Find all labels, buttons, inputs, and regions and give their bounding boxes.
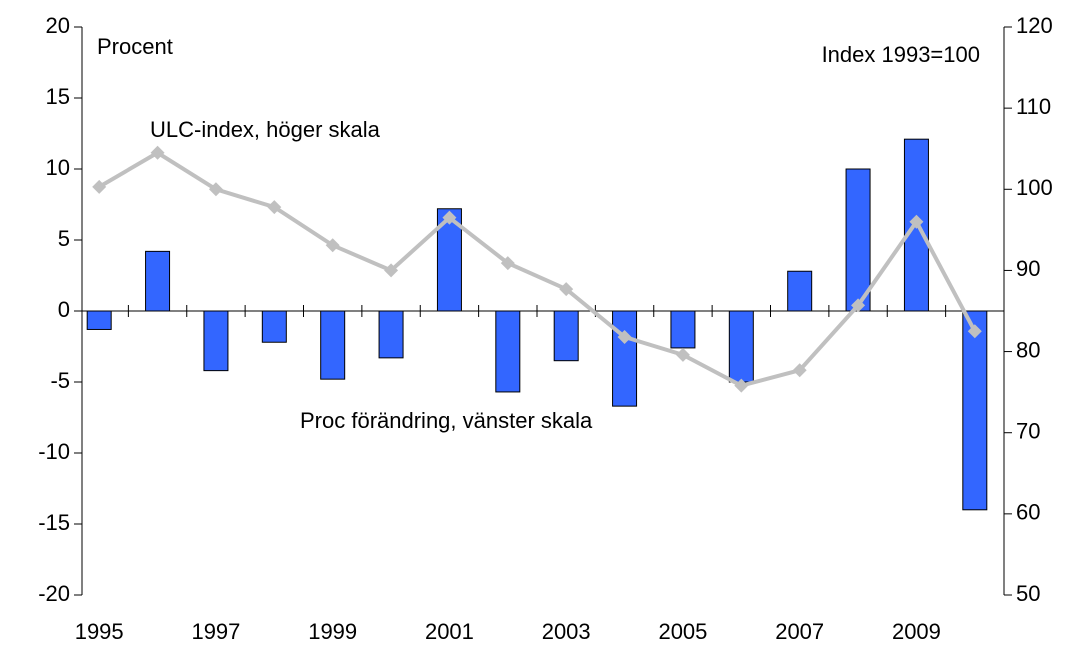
x-tick-label: 2009 <box>892 619 941 644</box>
annotation: Proc förändring, vänster skala <box>300 408 593 433</box>
y-tick-label: -10 <box>38 439 70 464</box>
x-tick-label: 1999 <box>308 619 357 644</box>
y-tick-label: -5 <box>50 368 70 393</box>
y2-tick-label: 80 <box>1016 337 1040 362</box>
y-tick-label: 10 <box>46 155 70 180</box>
marker <box>792 363 807 378</box>
y2-tick-label: 70 <box>1016 419 1040 444</box>
bar <box>495 310 521 393</box>
bar <box>320 310 346 380</box>
marker <box>150 145 165 160</box>
marker <box>559 282 574 297</box>
marker <box>92 179 107 194</box>
y-tick-label: 0 <box>58 297 70 322</box>
x-tick-label: 1995 <box>75 619 124 644</box>
annotation: Procent <box>97 34 173 59</box>
x-tick-label: 2001 <box>425 619 474 644</box>
x-tick-label: 2007 <box>775 619 824 644</box>
y-tick-label: 5 <box>58 226 70 251</box>
y-tick-label: 20 <box>46 13 70 38</box>
y2-tick-label: 60 <box>1016 500 1040 525</box>
bar <box>728 310 754 383</box>
y2-tick-label: 90 <box>1016 256 1040 281</box>
y-tick-label: -15 <box>38 510 70 535</box>
x-tick-label: 1997 <box>191 619 240 644</box>
marker <box>675 347 690 362</box>
marker <box>500 256 515 271</box>
bar <box>962 310 988 511</box>
x-tick-label: 2003 <box>542 619 591 644</box>
annotation: Index 1993=100 <box>822 42 980 67</box>
y-tick-label: -20 <box>38 581 70 606</box>
marker <box>325 238 340 253</box>
bar <box>378 310 404 359</box>
bar <box>86 310 112 330</box>
bar <box>145 250 171 312</box>
marker <box>267 200 282 215</box>
bar <box>203 310 229 372</box>
bar <box>787 270 813 312</box>
marker <box>442 210 457 225</box>
marker <box>851 298 866 313</box>
marker <box>384 263 399 278</box>
x-tick-label: 2005 <box>658 619 707 644</box>
bar <box>553 310 579 362</box>
bar <box>670 310 696 349</box>
bar <box>845 168 871 312</box>
annotation: ULC-index, höger skala <box>150 117 381 142</box>
y-tick-label: 15 <box>46 84 70 109</box>
marker <box>967 324 982 339</box>
line <box>98 150 977 388</box>
bar <box>261 310 287 343</box>
y2-tick-label: 120 <box>1016 13 1053 38</box>
marker <box>734 378 749 393</box>
y2-tick-label: 50 <box>1016 581 1040 606</box>
y2-tick-label: 110 <box>1016 94 1051 119</box>
bar <box>612 310 638 407</box>
y2-tick-label: 100 <box>1016 175 1053 200</box>
marker <box>617 329 632 344</box>
marker <box>208 182 223 197</box>
marker <box>909 214 924 229</box>
